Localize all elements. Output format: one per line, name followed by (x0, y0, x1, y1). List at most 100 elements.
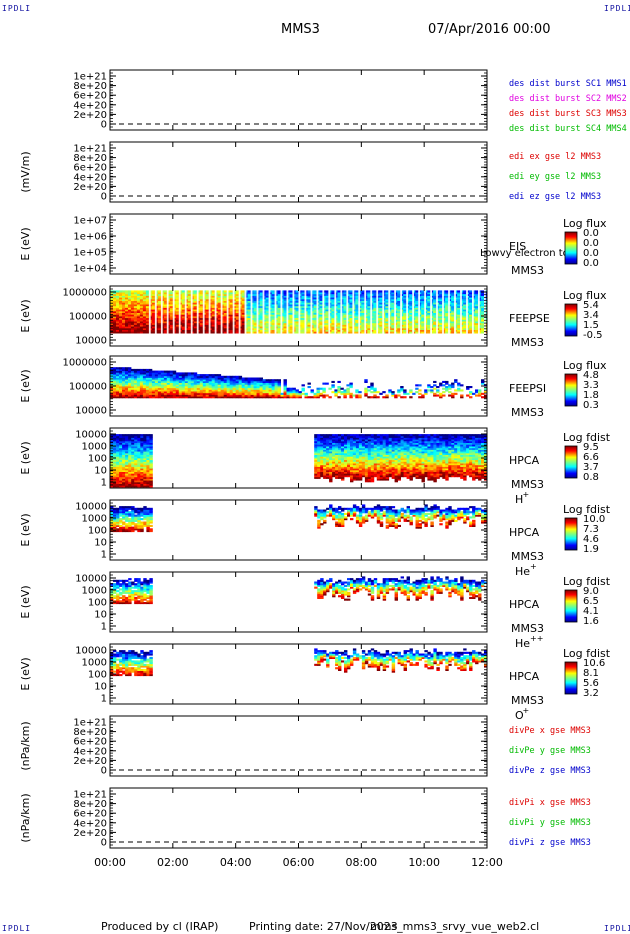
spectrogram-cell (349, 331, 353, 334)
spectrogram-cell (241, 379, 246, 382)
spectrogram-cell (331, 302, 335, 305)
spectrogram-cell (151, 322, 156, 325)
spectrogram-cell (208, 396, 213, 399)
spectrogram-cell (122, 442, 126, 445)
spectrogram-cell (373, 300, 377, 303)
spectrogram-cell (307, 316, 311, 319)
spectrogram-cell (217, 386, 222, 389)
spectrogram-cell (125, 298, 129, 301)
spectrogram-cell (397, 290, 401, 293)
spectrogram-cell (214, 374, 219, 377)
spectrogram-cell (172, 380, 177, 383)
spectrogram-cell (235, 387, 240, 390)
spectrogram-cell (205, 374, 210, 377)
spectrogram-cell (274, 379, 278, 382)
spectrogram-cell (217, 292, 222, 295)
spectrogram-cell (220, 387, 225, 390)
spectrogram-cell (439, 392, 443, 395)
spectrogram-cell (142, 314, 147, 317)
spectrogram-cell (130, 384, 135, 387)
panel-eis-cbar-tick: 0.0 (583, 238, 599, 249)
spectrogram-cell (190, 377, 195, 380)
spectrogram-cell (271, 310, 275, 313)
spectrogram-cell (205, 309, 210, 312)
spectrogram-cell (113, 380, 117, 383)
spectrogram-cell (409, 302, 413, 305)
spectrogram-cell (421, 300, 425, 303)
spectrogram-cell (331, 295, 335, 298)
spectrogram-cell (475, 302, 479, 305)
spectrogram-cell (271, 322, 275, 325)
spectrogram-cell (137, 459, 141, 462)
spectrogram-cell (122, 471, 126, 474)
spectrogram-cell (125, 473, 129, 476)
spectrogram-cell (412, 392, 416, 395)
spectrogram-cell (125, 459, 129, 462)
spectrogram-cell (286, 396, 290, 399)
spectrogram-cell (136, 329, 141, 332)
spectrogram-cell (343, 392, 347, 395)
spectrogram-cell (116, 392, 120, 395)
spectrogram-cell (122, 293, 126, 296)
spectrogram-cell (421, 329, 425, 332)
spectrogram-cell (172, 392, 177, 395)
spectrogram-cell (139, 392, 144, 395)
spectrogram-cell (241, 382, 246, 385)
spectrogram-cell (373, 307, 377, 310)
spectrogram-cell (331, 331, 335, 334)
spectrogram-cell (481, 310, 485, 313)
spectrogram-cell (119, 297, 123, 300)
spectrogram-cell (307, 298, 311, 301)
spectrogram-cell (463, 302, 467, 305)
spectrogram-cell (463, 319, 467, 322)
spectrogram-cell (133, 326, 138, 329)
spectrogram-cell (361, 305, 365, 308)
spectrogram-cell (445, 310, 449, 313)
spectrogram-cell (223, 379, 228, 382)
spectrogram-cell (166, 389, 171, 392)
spectrogram-cell (130, 305, 135, 308)
spectrogram-cell (119, 307, 123, 310)
spectrogram-cell (130, 377, 135, 380)
spectrogram-cell (283, 387, 287, 390)
spectrogram-cell (169, 377, 174, 380)
spectrogram-cell (271, 312, 275, 315)
spectrogram-cell (136, 377, 141, 380)
spectrogram-cell (139, 382, 144, 385)
spectrogram-cell (349, 322, 353, 325)
spectrogram-cell (128, 437, 132, 440)
spectrogram-cell (409, 317, 413, 320)
spectrogram-cell (122, 368, 126, 371)
spectrogram-cell (110, 305, 114, 308)
spectrogram-cell (415, 391, 419, 394)
spectrogram-cell (313, 327, 317, 330)
spectrogram-cell (178, 389, 183, 392)
spectrogram-cell (139, 379, 144, 382)
spectrogram-cell (397, 391, 401, 394)
panel-feepsi-cbar-tick: 3.3 (583, 380, 599, 391)
spectrogram-cell (457, 295, 461, 298)
spectrogram-cell (379, 293, 383, 296)
spectrogram-cell (169, 384, 174, 387)
spectrogram-cell (139, 322, 144, 325)
spectrogram-cell (157, 324, 162, 327)
spectrogram-cell (119, 386, 123, 389)
spectrogram-cell (439, 327, 443, 330)
spectrogram-cell (226, 375, 231, 378)
spectrogram-cell (113, 434, 117, 437)
spectrogram-cell (460, 389, 464, 392)
spectrogram-cell (265, 384, 269, 387)
spectrogram-cell (119, 459, 123, 462)
spectrogram-cell (457, 382, 461, 385)
spectrogram-cell (217, 293, 222, 296)
spectrogram-cell (235, 389, 240, 392)
spectrogram-cell (247, 317, 251, 320)
spectrogram-cell (151, 331, 156, 334)
panel-feepse-ytick-label: 1000000 (62, 288, 107, 299)
spectrogram-cell (169, 391, 174, 394)
spectrogram-cell (385, 324, 389, 327)
spectrogram-cell (403, 312, 407, 315)
spectrogram-cell (415, 307, 419, 310)
spectrogram-cell (122, 322, 126, 325)
spectrogram-cell (289, 387, 293, 390)
